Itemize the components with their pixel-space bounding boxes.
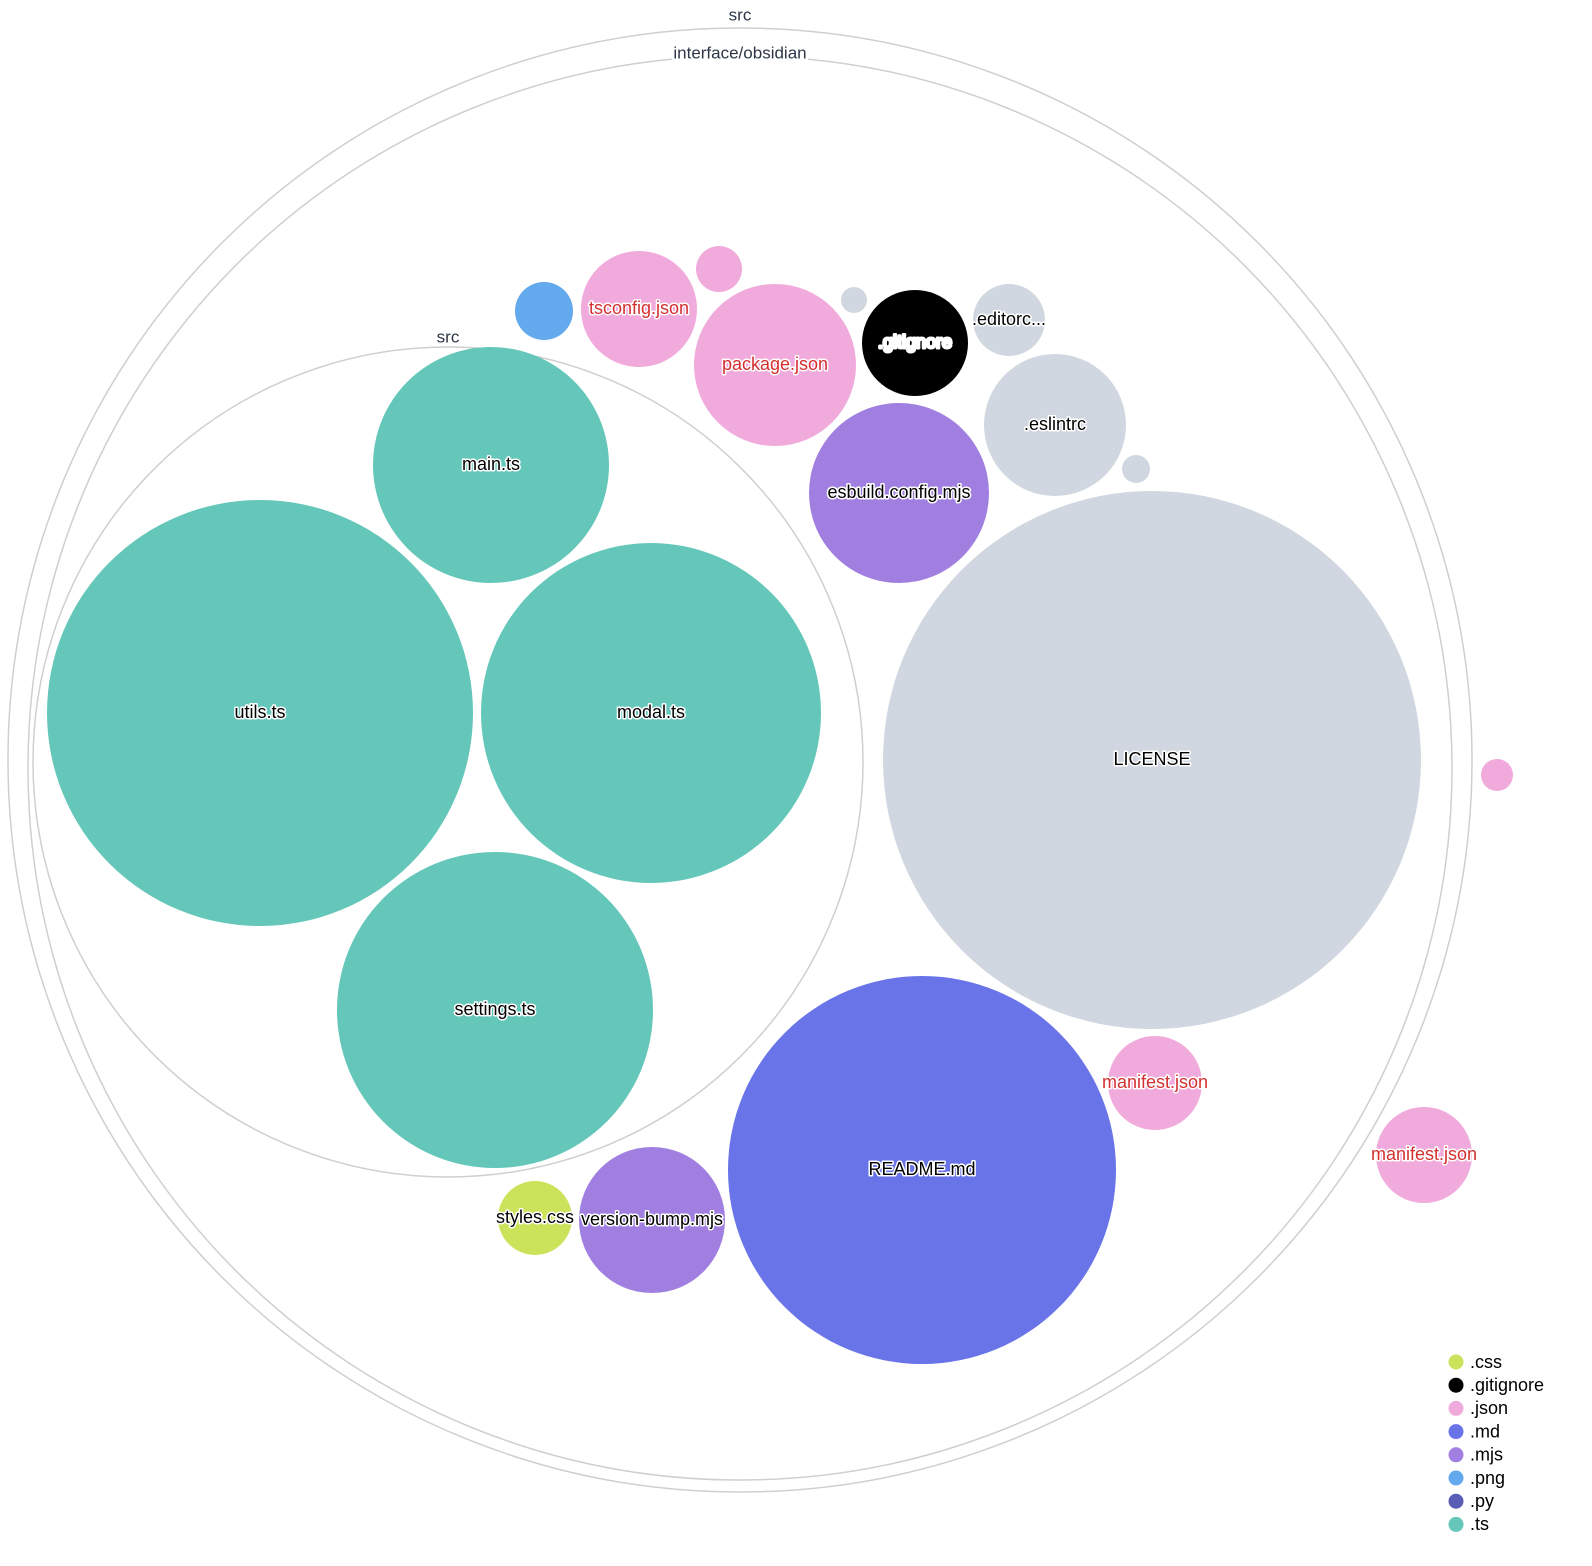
folder-label: interface/obsidian <box>673 43 806 62</box>
legend-item: .mjs <box>1448 1445 1503 1465</box>
file-label: LICENSE <box>1113 749 1190 769</box>
file-node[interactable]: package.json <box>694 284 856 446</box>
folder-label: src <box>729 5 752 24</box>
file-node[interactable]: main.ts <box>373 347 609 583</box>
legend-label: .py <box>1470 1491 1494 1511</box>
file-node[interactable]: utils.ts <box>47 500 473 926</box>
file-circle[interactable] <box>862 290 968 396</box>
folder-circle[interactable] <box>32 346 864 1178</box>
file-label: settings.ts <box>454 999 535 1019</box>
file-node[interactable]: esbuild.config.mjs <box>809 403 989 583</box>
legend-swatch <box>1448 1424 1464 1440</box>
legend-item: .md <box>1448 1421 1500 1441</box>
file-label: .editorc... <box>972 309 1046 329</box>
legend-label: .gitignore <box>1470 1375 1544 1395</box>
legend-label: .ts <box>1470 1514 1489 1534</box>
file-circle[interactable] <box>696 246 742 292</box>
folder-label: src <box>437 327 460 346</box>
file-node[interactable]: modal.ts <box>481 543 821 883</box>
file-circle[interactable] <box>47 500 473 926</box>
legend-item: .py <box>1448 1491 1494 1511</box>
file-circle[interactable] <box>841 287 867 313</box>
file-label: esbuild.config.mjs <box>827 482 970 502</box>
legend-item: .png <box>1448 1468 1505 1488</box>
file-node[interactable]: manifest.json <box>1100 1036 1210 1130</box>
legend-item: .json <box>1448 1398 1508 1418</box>
file-label: main.ts <box>462 454 520 474</box>
file-circle[interactable] <box>728 976 1116 1364</box>
file-label: .gitignore <box>878 332 952 352</box>
legend-swatch <box>1448 1447 1464 1463</box>
legend-swatch <box>1448 1377 1464 1393</box>
file-node[interactable] <box>1481 759 1513 791</box>
file-node[interactable]: tsconfig.json <box>581 251 697 367</box>
legend-label: .md <box>1470 1421 1500 1441</box>
file-circle[interactable] <box>1481 759 1513 791</box>
file-node[interactable] <box>841 287 867 313</box>
legend-item: .ts <box>1448 1514 1489 1534</box>
file-label: README.md <box>868 1159 975 1179</box>
file-circle[interactable] <box>1122 455 1150 483</box>
file-node[interactable]: settings.ts <box>337 852 653 1168</box>
file-circle[interactable] <box>515 282 573 340</box>
file-circle[interactable] <box>337 852 653 1168</box>
file-circle[interactable] <box>984 354 1126 496</box>
file-node[interactable]: .editorc... <box>970 284 1048 356</box>
file-circle[interactable] <box>694 284 856 446</box>
file-circle[interactable] <box>579 1147 725 1293</box>
legend-swatch <box>1448 1354 1464 1370</box>
file-circle[interactable] <box>581 251 697 367</box>
file-circle[interactable] <box>373 347 609 583</box>
file-circle[interactable] <box>498 1181 572 1255</box>
file-label: styles.css <box>496 1207 574 1227</box>
folder-circle[interactable] <box>7 27 1473 1493</box>
legend-item: .css <box>1448 1352 1502 1372</box>
file-label: package.json <box>722 354 828 374</box>
file-circle[interactable] <box>809 403 989 583</box>
file-label: .eslintrc <box>1024 414 1086 434</box>
file-node[interactable] <box>515 282 573 340</box>
file-node[interactable]: styles.css <box>494 1181 576 1255</box>
file-label: tsconfig.json <box>589 298 689 318</box>
file-circle[interactable] <box>973 284 1045 356</box>
legend-swatch <box>1448 1400 1464 1416</box>
file-label: manifest.json <box>1371 1144 1477 1164</box>
file-node[interactable]: version-bump.mjs <box>579 1147 725 1293</box>
file-node[interactable]: manifest.json <box>1369 1107 1479 1203</box>
file-label: utils.ts <box>234 702 285 722</box>
legend-label: .json <box>1470 1398 1508 1418</box>
file-circle[interactable] <box>883 491 1421 1029</box>
file-circle[interactable] <box>481 543 821 883</box>
file-node[interactable]: LICENSE <box>883 491 1421 1029</box>
folder-circle[interactable] <box>27 55 1453 1481</box>
legend-label: .png <box>1470 1468 1505 1488</box>
file-node[interactable]: .gitignore <box>862 290 968 396</box>
file-node[interactable] <box>1122 455 1150 483</box>
file-circle[interactable] <box>1376 1107 1472 1203</box>
file-label: modal.ts <box>617 702 685 722</box>
file-label: version-bump.mjs <box>581 1209 723 1229</box>
legend-swatch <box>1448 1470 1464 1486</box>
legend-label: .mjs <box>1470 1445 1503 1465</box>
file-node[interactable]: README.md <box>728 976 1116 1364</box>
file-label: manifest.json <box>1102 1072 1208 1092</box>
file-node[interactable] <box>696 246 742 292</box>
file-node[interactable]: .eslintrc <box>984 354 1126 496</box>
legend-item: .gitignore <box>1448 1375 1544 1395</box>
legend-swatch <box>1448 1516 1464 1532</box>
legend-swatch <box>1448 1493 1464 1509</box>
legend-label: .css <box>1470 1352 1502 1372</box>
file-circle[interactable] <box>1108 1036 1202 1130</box>
